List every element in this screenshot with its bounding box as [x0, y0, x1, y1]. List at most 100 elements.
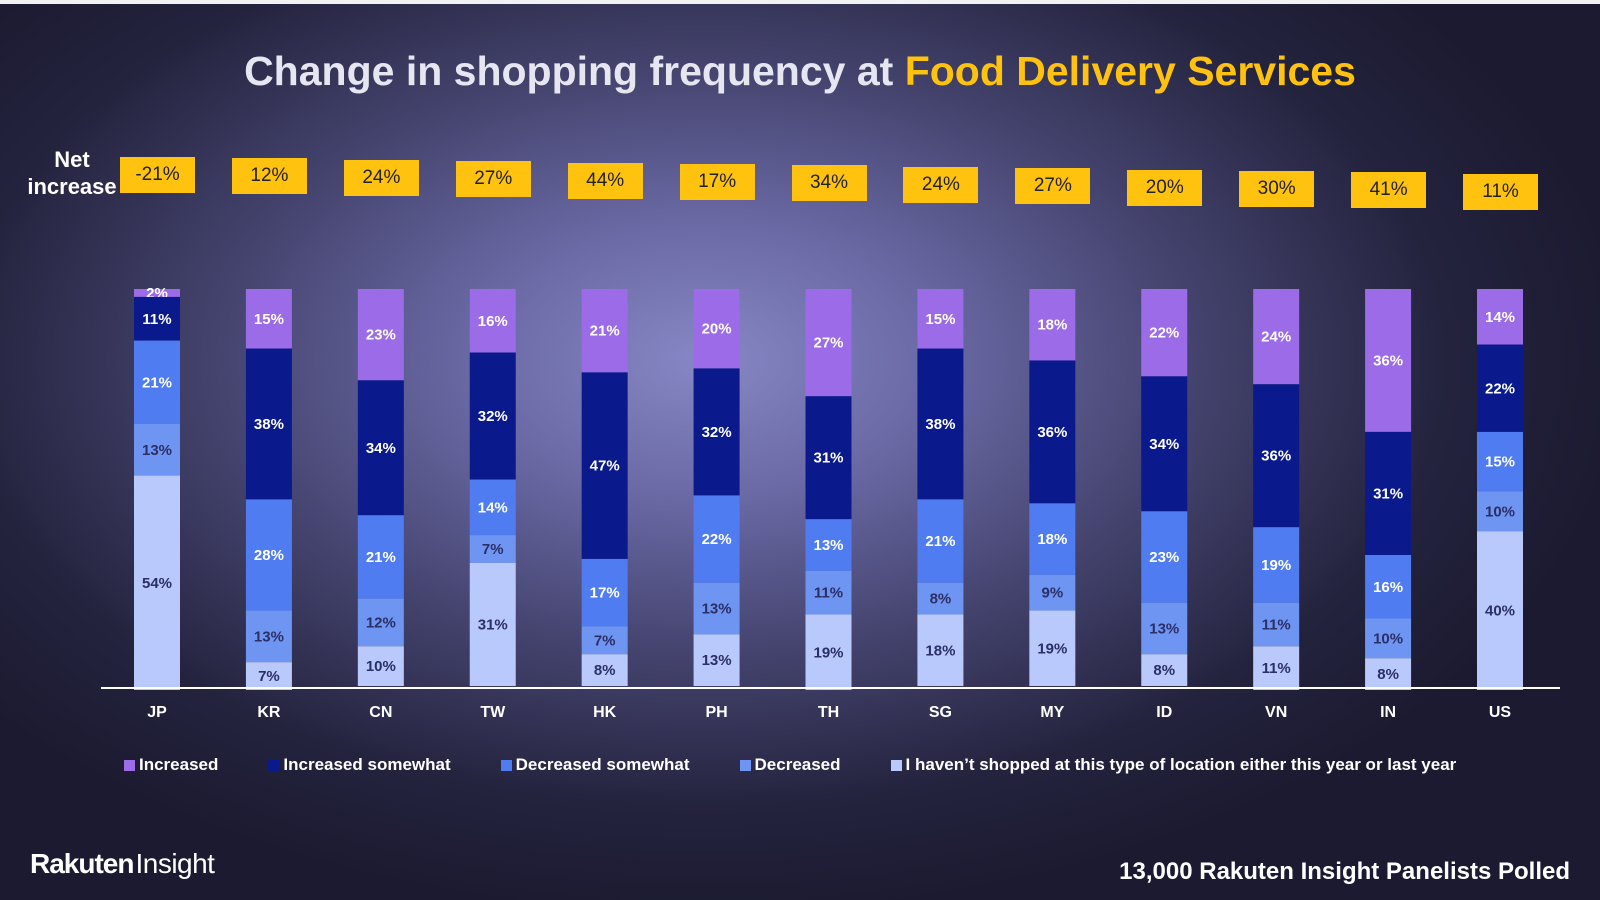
data-label-us-s0: 14% [1485, 309, 1515, 326]
x-tick-label-us: US [1489, 704, 1512, 721]
bar-segment-hk-s2 [581, 558, 628, 627]
net-increase-label: Net increase [22, 146, 122, 200]
data-label-hk-s3: 7% [594, 632, 616, 649]
data-label-vn-s2: 19% [1261, 557, 1291, 574]
data-label-my-s1: 36% [1037, 424, 1067, 441]
bar-segment-vn-s4 [1253, 646, 1300, 690]
data-label-in-s3: 10% [1373, 630, 1403, 647]
bar-segment-cn-s3 [357, 598, 404, 647]
data-label-th-s0: 27% [813, 335, 843, 352]
bar-segment-ph-s0 [693, 289, 740, 369]
bar-segment-kr-s2 [245, 499, 292, 611]
data-label-ph-s4: 13% [702, 652, 732, 669]
data-label-kr-s2: 28% [254, 547, 284, 564]
net-increase-box-cn: 24% [343, 159, 419, 196]
legend-item-1: Increased somewhat [268, 755, 451, 775]
data-label-us-s4: 40% [1485, 603, 1515, 620]
bar-segment-tw-s3 [469, 535, 516, 563]
net-increase-box-tw: 27% [455, 161, 531, 198]
x-tick-label-th: TH [818, 704, 839, 721]
data-label-id-s2: 23% [1149, 549, 1179, 566]
x-tick-label-cn: CN [369, 704, 392, 721]
data-label-vn-s1: 36% [1261, 448, 1291, 465]
data-label-vn-s0: 24% [1261, 329, 1291, 346]
data-label-us-s2: 15% [1485, 454, 1515, 471]
data-label-tw-s1: 32% [478, 408, 508, 425]
data-label-sg-s3: 8% [930, 591, 952, 608]
data-label-cn-s0: 23% [366, 327, 396, 344]
data-label-th-s2: 13% [813, 537, 843, 554]
bar-segment-kr-s1 [245, 348, 292, 500]
data-label-sg-s2: 21% [925, 533, 955, 550]
chart-title: Change in shopping frequency at Food Del… [0, 48, 1600, 95]
bar-segment-th-s4 [805, 614, 852, 690]
bar-segment-vn-s0 [1253, 289, 1300, 385]
data-label-id-s4: 8% [1153, 662, 1175, 679]
bar-segment-sg-s2 [917, 499, 964, 583]
rakuten-insight-logo: RakutenInsight [30, 848, 215, 880]
x-tick-label-vn: VN [1265, 704, 1287, 721]
data-label-ph-s1: 32% [702, 424, 732, 441]
data-label-ph-s3: 13% [702, 601, 732, 618]
bar-segment-sg-s0 [917, 289, 964, 349]
net-increase-box-vn: 30% [1239, 171, 1315, 207]
data-label-in-s1: 31% [1373, 485, 1403, 502]
bar-segment-hk-s4 [581, 654, 628, 686]
net-increase-box-kr: 12% [231, 158, 307, 195]
legend-label-3: Decreased [754, 755, 841, 774]
bar-segment-us-s0 [1477, 289, 1523, 345]
bar-segment-hk-s1 [581, 372, 628, 559]
data-label-hk-s4: 8% [594, 662, 616, 679]
data-label-tw-s0: 16% [478, 313, 508, 330]
net-increase-box-th: 34% [791, 165, 867, 202]
bar-segment-sg-s3 [917, 582, 964, 615]
bar-segment-vn-s3 [1253, 602, 1300, 647]
bar-segment-th-s0 [805, 289, 852, 397]
net-increase-box-jp: -21% [120, 157, 195, 193]
bar-segment-vn-s2 [1253, 527, 1300, 603]
data-label-kr-s1: 38% [254, 416, 284, 433]
x-tick-label-ph: PH [705, 704, 727, 721]
data-label-sg-s0: 15% [925, 311, 955, 328]
data-label-cn-s4: 10% [366, 658, 396, 675]
bar-segment-vn-s1 [1253, 384, 1300, 528]
bar-segment-tw-s4 [469, 562, 516, 686]
bar-segment-my-s0 [1029, 289, 1076, 361]
net-increase-box-us: 11% [1463, 173, 1538, 210]
data-label-tw-s2: 14% [478, 499, 508, 516]
bar-segment-id-s3 [1141, 602, 1188, 655]
bar-segment-cn-s1 [357, 380, 404, 516]
data-label-jp-s1: 11% [142, 311, 171, 328]
data-label-th-s4: 19% [813, 644, 843, 661]
bar-segment-us-s2 [1477, 431, 1523, 492]
title-prefix: Change in shopping frequency at [244, 48, 905, 94]
data-label-hk-s1: 47% [590, 458, 620, 475]
legend-item-0: Increased [124, 755, 218, 775]
data-label-vn-s3: 11% [1262, 616, 1291, 633]
logo-brand: Rakuten [30, 848, 134, 879]
x-tick-label-my: MY [1040, 704, 1064, 721]
bar-segment-jp-s2 [134, 340, 180, 424]
data-label-in-s2: 16% [1373, 579, 1403, 596]
net-increase-box-id: 20% [1127, 169, 1203, 206]
chart-legend: Increased Increased somewhat Decreased som… [124, 754, 1456, 776]
bar-segment-th-s2 [805, 519, 852, 571]
data-label-hk-s2: 17% [590, 585, 620, 602]
logo-insight: Insight [135, 848, 215, 879]
data-label-jp-s3: 13% [142, 442, 172, 459]
bar-segment-ph-s4 [693, 634, 740, 686]
bar-segment-jp-s1 [134, 296, 180, 341]
bar-segment-th-s3 [805, 570, 852, 615]
bar-segment-hk-s0 [581, 289, 628, 373]
bar-segment-ph-s3 [693, 582, 740, 635]
data-label-ph-s0: 20% [702, 321, 732, 338]
bar-segment-id-s0 [1141, 289, 1188, 377]
net-increase-box-in: 41% [1351, 172, 1427, 209]
legend-item-4: I haven’t shopped at this type of locati… [890, 755, 1456, 775]
x-tick-label-id: ID [1156, 704, 1172, 721]
x-tick-label-sg: SG [929, 704, 952, 721]
bar-segment-tw-s2 [469, 479, 516, 536]
bar-segment-kr-s4 [245, 662, 292, 690]
bar-segment-tw-s0 [469, 289, 516, 353]
legend-item-3: Decreased [739, 755, 841, 775]
